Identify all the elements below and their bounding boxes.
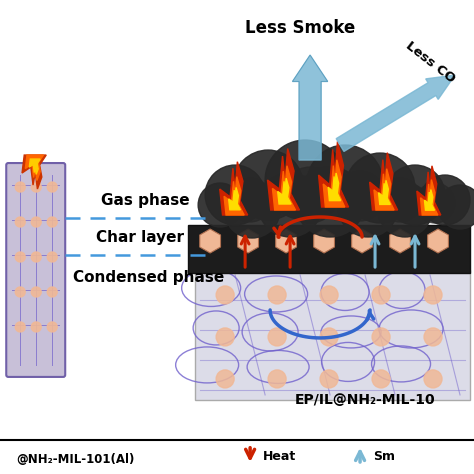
Circle shape [233,150,303,220]
Polygon shape [417,166,441,215]
Polygon shape [267,148,300,210]
Polygon shape [224,177,244,215]
Circle shape [216,328,234,346]
Polygon shape [323,160,345,207]
Circle shape [31,252,41,262]
Circle shape [268,286,286,304]
Circle shape [320,370,338,388]
Circle shape [438,185,474,229]
Circle shape [15,182,25,192]
Circle shape [415,183,455,223]
Circle shape [268,370,286,388]
Circle shape [15,322,25,332]
Polygon shape [228,187,240,210]
Text: @NH₂-MIL-101(Al): @NH₂-MIL-101(Al) [16,454,135,466]
Circle shape [265,140,345,220]
Polygon shape [370,153,398,210]
Circle shape [47,322,57,332]
Circle shape [372,370,390,388]
Circle shape [378,183,432,237]
Polygon shape [420,180,438,215]
Polygon shape [22,155,46,189]
Circle shape [335,171,385,221]
FancyBboxPatch shape [188,225,470,273]
Circle shape [378,178,422,222]
Polygon shape [379,180,390,204]
Text: Less Smoke: Less Smoke [245,19,355,37]
Circle shape [320,328,338,346]
FancyBboxPatch shape [6,163,65,377]
Circle shape [31,182,41,192]
Circle shape [47,217,57,227]
Circle shape [31,287,41,297]
Circle shape [295,167,365,237]
Circle shape [47,252,57,262]
Circle shape [307,145,383,221]
Polygon shape [328,173,341,201]
Polygon shape [220,162,248,215]
Circle shape [282,167,338,223]
Circle shape [15,252,25,262]
FancyBboxPatch shape [195,270,470,400]
Circle shape [338,177,398,237]
Text: Gas phase: Gas phase [101,192,190,208]
Circle shape [420,175,470,225]
Circle shape [345,153,415,223]
Circle shape [205,165,265,225]
Circle shape [258,173,322,237]
Circle shape [385,165,445,225]
Circle shape [47,182,57,192]
Polygon shape [278,178,291,204]
Circle shape [198,183,242,227]
Circle shape [15,287,25,297]
Polygon shape [374,169,394,210]
Circle shape [15,217,25,227]
Circle shape [31,217,41,227]
Circle shape [31,322,41,332]
Circle shape [47,287,57,297]
Circle shape [268,328,286,346]
Text: Less CO: Less CO [403,39,457,85]
Text: Heat: Heat [263,450,296,464]
Circle shape [224,182,280,238]
Circle shape [372,286,390,304]
Circle shape [216,370,234,388]
Text: Sm: Sm [373,450,395,464]
Text: Char layer: Char layer [96,229,184,245]
Polygon shape [25,155,44,181]
Text: Condensed phase: Condensed phase [73,271,224,285]
Polygon shape [319,141,348,207]
Circle shape [424,328,442,346]
Circle shape [320,286,338,304]
Polygon shape [425,190,435,210]
Circle shape [372,328,390,346]
Circle shape [424,370,442,388]
Polygon shape [273,166,295,210]
Circle shape [228,178,272,222]
Text: EP/IL@NH₂-MIL-10: EP/IL@NH₂-MIL-10 [295,393,436,407]
Circle shape [216,286,234,304]
Polygon shape [336,75,455,152]
Circle shape [424,286,442,304]
Polygon shape [29,159,40,174]
Polygon shape [292,55,328,160]
